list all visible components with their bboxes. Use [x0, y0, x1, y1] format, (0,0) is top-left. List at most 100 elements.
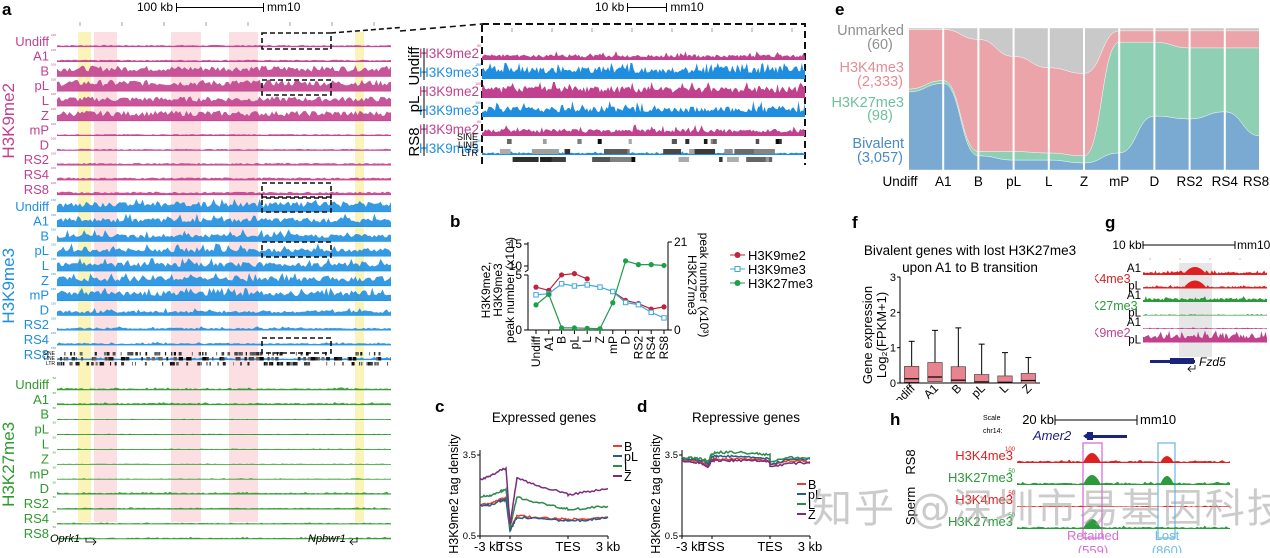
repeat-block: [110, 357, 113, 361]
track-label: D: [40, 481, 49, 496]
repeat-block: [316, 357, 318, 361]
track-mark-label: H3K9me3: [419, 103, 479, 118]
y-axis-label-right: H3K27me3: [685, 255, 699, 315]
peak: [1183, 267, 1207, 275]
group-label-H3K9me3: H3K9me3: [0, 248, 18, 324]
x-tick-label: TES: [757, 539, 783, 553]
signal-track-H3K9me3-pL: [57, 243, 391, 257]
alluvial-flow-Bivalent: [1154, 115, 1190, 171]
legend-marker: [734, 252, 741, 258]
track-mark-label: H3K4me3: [955, 448, 1013, 463]
track-label: D: [40, 302, 49, 317]
gene-model-exon: [1170, 358, 1194, 364]
signal-track-H3K9me3-A1: [57, 213, 391, 227]
track-label: RS4: [24, 511, 49, 526]
track-scale-max: 150: [51, 228, 56, 232]
data-point-H3K9me3: [558, 281, 565, 287]
repeat-block: [247, 362, 250, 366]
repeat-block: [171, 352, 173, 356]
track-label: B: [40, 407, 49, 422]
repeat-block: [176, 362, 179, 366]
repeat-block: [597, 139, 602, 144]
repeat-block: [156, 352, 160, 356]
signal-track-H3K9me3-mP: [57, 287, 391, 301]
track-mark-label: H3K9me3: [419, 65, 479, 80]
track-scale-max: 50: [53, 436, 57, 440]
repeat-block: [105, 357, 107, 361]
state-name-Bivalent: Bivalent: [852, 136, 904, 152]
repeat-block: [512, 157, 539, 162]
signal-track-H3K9me2-A1: [1143, 327, 1267, 329]
data-point-H3K9me2: [661, 304, 667, 310]
panel-a-scale-bar: 100 kb mm10: [137, 0, 300, 14]
y-tick-label: 0: [890, 378, 896, 390]
panel-e-label: e: [835, 0, 845, 19]
repeat-label-SINE: SINE: [457, 132, 478, 142]
repeat-block: [159, 357, 161, 361]
repeat-block: [389, 357, 391, 361]
repeat-block: [212, 357, 214, 361]
profile-line-Z: [479, 466, 609, 525]
scale-length: 20 kb: [1022, 412, 1054, 427]
peak: [1083, 453, 1101, 463]
track-scale-max: 100: [51, 137, 56, 141]
watermark: 知乎 @深圳市易基因科技: [812, 486, 1270, 532]
signal-track-H3K4me3-A1: [1143, 270, 1267, 275]
track-mark-label: H3K27me3: [948, 514, 1013, 529]
repeat-block: [78, 362, 80, 366]
y-tick-label: 2: [890, 307, 896, 319]
stage-label: Undiff: [882, 174, 917, 189]
repeat-block: [542, 139, 547, 144]
panel-f-boxplot: Bivalent genes with lost H3K27me3 upon A1…: [860, 243, 1076, 400]
repeat-block: [249, 352, 252, 356]
repeat-block: [132, 362, 133, 366]
x-tick-label: -3 kb: [474, 539, 503, 553]
scale-assembly: mm10: [1140, 412, 1176, 427]
y-axis-label-left: H3K9me3: [491, 263, 505, 317]
sample-label-RS8: RS8: [406, 127, 423, 156]
repeat-block: [712, 139, 717, 144]
panel-a-label: a: [2, 0, 12, 19]
repeat-block: [64, 352, 66, 356]
repeat-block: [678, 157, 690, 162]
repeat-block: [62, 362, 65, 366]
panel-d-label: d: [637, 397, 648, 416]
track-scale-max: 50: [53, 465, 57, 469]
region-count-Retained: (559): [1078, 543, 1108, 553]
repeat-block: [293, 362, 296, 366]
profile-line-pL: [479, 496, 609, 533]
box-Undiff: [904, 366, 920, 383]
x-tick-label: Undiff: [529, 335, 543, 367]
repeat-block: [603, 149, 628, 154]
repeat-block: [198, 352, 201, 356]
track-scale-max: 150: [51, 346, 56, 350]
x-tick-label: -3 kb: [676, 539, 705, 553]
repeat-block: [366, 362, 369, 366]
scale-caption: Scale: [983, 415, 1001, 422]
x-tick-label: L: [580, 336, 594, 343]
repeat-block: [356, 352, 359, 356]
signal-track-H3K27me3-RS2: [57, 507, 391, 510]
data-point-H3K27me3: [661, 262, 667, 269]
track-scale-max: 50: [53, 525, 57, 529]
alluvial-flow-H3K4me3: [1189, 30, 1225, 49]
signal-track-H3K27me3-pL: [57, 433, 391, 435]
profile-line-L: [681, 450, 811, 464]
repeat-block: [205, 357, 209, 361]
profile-line-L: [479, 486, 609, 528]
scale-assembly: mm10: [267, 0, 301, 14]
track-label: Undiff: [15, 199, 49, 214]
repeat-block: [271, 362, 274, 366]
repeat-block: [256, 352, 260, 356]
data-point-H3K9me2: [571, 271, 577, 277]
right-tick-label: 21: [674, 235, 688, 249]
track-label: RS8: [24, 526, 49, 541]
signal-track-H3K9me2-Undiff: [57, 44, 391, 47]
track-scale-max: 100: [51, 107, 56, 111]
repeat-block: [671, 139, 677, 144]
right-tick-label: 0: [674, 323, 681, 337]
track-label: L: [42, 437, 49, 452]
panel-f-label: f: [852, 213, 858, 232]
repeat-block: [334, 362, 336, 366]
